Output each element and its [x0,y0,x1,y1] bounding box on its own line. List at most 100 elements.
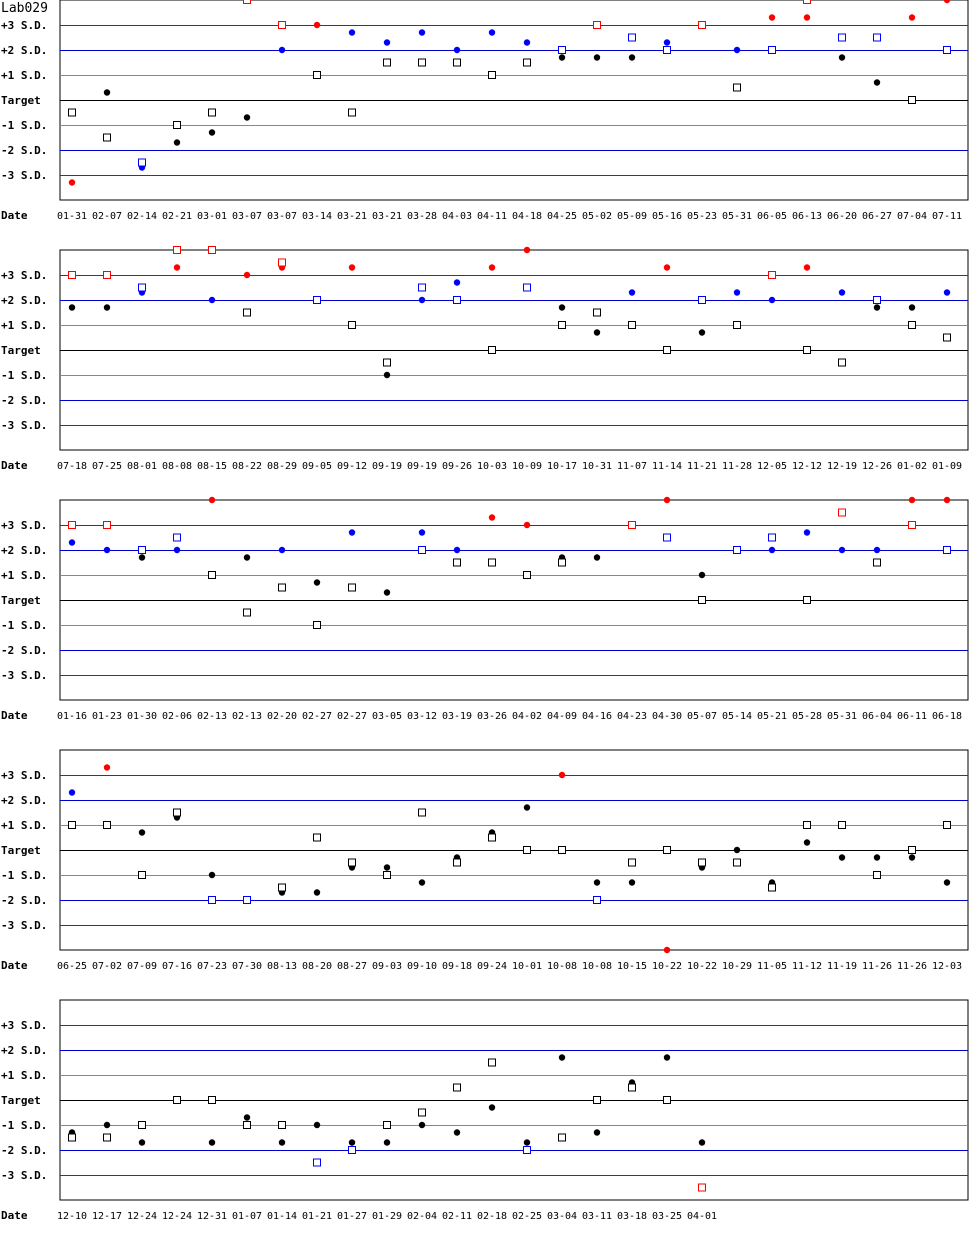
data-point-square [698,858,706,867]
data-point-circle [768,296,776,304]
y-level-label: Target [1,1094,41,1107]
date-tick-label: 09-10 [407,961,437,972]
data-point-square [698,1183,706,1192]
data-point-square [243,896,251,904]
y-level-label: -3 S.D. [1,419,47,432]
data-point-square [558,1133,566,1142]
data-point-square [943,46,951,54]
date-tick-label: 03-25 [652,1211,682,1222]
date-tick-label: 01-30 [127,711,157,722]
data-point-square [663,46,671,54]
date-tick-label: 03-21 [372,211,402,222]
data-point-square [68,521,76,529]
date-tick-label: 01-02 [897,461,927,472]
data-point-circle [453,46,461,54]
date-tick-label: 07-18 [57,461,87,472]
date-tick-label: 10-29 [722,961,752,972]
data-point-square [138,158,146,167]
data-point-square [908,321,916,329]
data-point-square [243,1121,251,1129]
data-point-square [208,246,216,254]
date-tick-label: 11-21 [687,461,717,472]
data-point-circle [663,496,671,504]
data-point-square [103,821,111,829]
date-tick-label: 12-26 [862,461,892,472]
date-tick-label: 04-16 [582,711,612,722]
x-axis-label: Date [1,209,28,222]
data-point-square [838,33,846,42]
date-tick-label: 10-03 [477,461,507,472]
data-point-square [698,296,706,304]
date-tick-label: 02-27 [302,711,332,722]
date-tick-label: 11-19 [827,961,857,972]
data-point-square [313,833,321,842]
data-point-square [383,58,391,67]
data-point-square [663,1096,671,1104]
data-point-square [803,821,811,829]
data-point-square [418,1108,426,1117]
y-level-label: -2 S.D. [1,394,47,407]
data-point-circle [383,864,391,871]
data-point-circle [348,529,356,536]
date-tick-label: 01-21 [302,1211,332,1222]
data-point-square [943,546,951,554]
data-point-square [138,871,146,879]
data-point-square [173,1096,181,1104]
data-point-square [698,21,706,29]
data-point-circle [593,329,601,336]
data-point-circle [523,246,531,254]
y-level-label: +2 S.D. [1,794,47,807]
date-tick-label: 12-05 [757,461,787,472]
y-level-label: +3 S.D. [1,519,47,532]
data-point-circle [593,879,601,886]
data-point-circle [103,304,111,311]
data-point-square [453,558,461,567]
data-point-square [768,533,776,542]
data-point-circle [348,1139,356,1146]
data-point-square [803,0,811,4]
date-tick-label: 08-08 [162,461,192,472]
date-tick-label: 03-11 [582,1211,612,1222]
data-point-circle [208,871,216,879]
data-point-circle [383,1139,391,1146]
date-tick-label: 09-19 [407,461,437,472]
date-tick-label: 03-21 [337,211,367,222]
chart-panels: +3 S.D. +2 S.D. +1 S.D. Target -1 S.D. -2 S.D… [1,0,969,1222]
data-point-circle [173,546,181,554]
data-point-circle [383,589,391,596]
data-point-square [173,533,181,542]
data-point-square [418,58,426,67]
date-tick-label: 10-09 [512,461,542,472]
data-point-square [348,108,356,117]
y-level-label: +2 S.D. [1,294,47,307]
y-level-label: +2 S.D. [1,44,47,57]
data-point-circle [733,46,741,54]
data-point-circle [208,296,216,304]
date-tick-label: 10-01 [512,961,542,972]
panel-4: +3 S.D. +2 S.D. +1 S.D. Target -1 S.D. -2 S.D… [1,749,969,972]
date-tick-label: 07-30 [232,961,262,972]
date-tick-label: 05-16 [652,211,682,222]
data-point-square [208,108,216,117]
y-level-label: -1 S.D. [1,1119,47,1132]
date-tick-label: 03-07 [267,211,297,222]
y-level-label: +2 S.D. [1,1044,47,1057]
data-point-circle [698,571,706,579]
date-tick-label: 03-05 [372,711,402,722]
date-tick-label: 04-09 [547,711,577,722]
data-point-square [593,1096,601,1104]
data-point-square [348,858,356,867]
data-point-circle [768,14,776,21]
data-point-square [278,21,286,29]
date-tick-label: 08-20 [302,961,332,972]
data-point-circle [698,1139,706,1146]
date-tick-label: 01-27 [337,1211,367,1222]
date-tick-label: 05-09 [617,211,647,222]
x-axis-label: Date [1,959,28,972]
data-point-square [908,521,916,529]
date-tick-label: 07-09 [127,961,157,972]
data-point-circle [593,1129,601,1136]
data-point-circle [733,289,741,296]
data-point-circle [908,496,916,504]
y-level-label: +2 S.D. [1,544,47,557]
